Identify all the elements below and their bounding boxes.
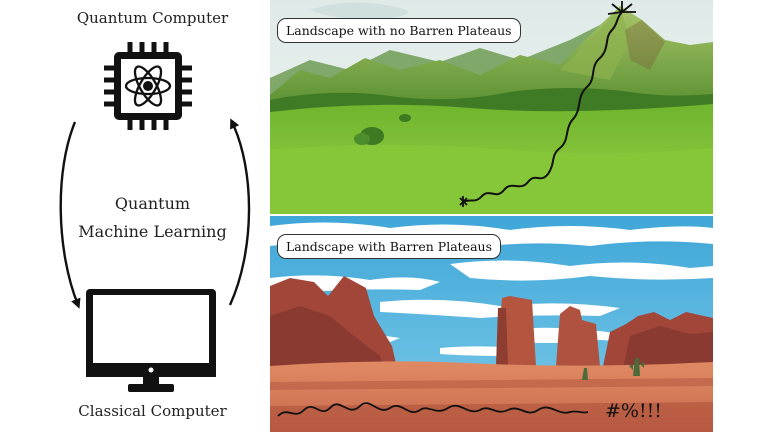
label-barren-plateaus: Landscape with Barren Plateaus — [277, 234, 501, 259]
monitor-icon — [86, 289, 216, 392]
landscape-barren-plateaus: Landscape with Barren Plateaus #%!!! — [270, 216, 713, 432]
cycle-arrows — [59, 118, 251, 309]
quantum-computer-label: Quantum Computer — [76, 9, 229, 27]
qml-line-2: Machine Learning — [78, 222, 227, 241]
arrow-down-left — [59, 121, 81, 309]
cpu-atom-icon — [104, 42, 192, 130]
classical-computer-label: Classical Computer — [78, 402, 227, 420]
qml-line-1: Quantum — [114, 194, 191, 213]
green-valley-illustration — [270, 0, 713, 214]
landscape-no-barren-plateaus: Landscape with no Barren Plateaus — [270, 0, 713, 214]
arrow-up-right — [228, 118, 251, 306]
qml-label: Quantum Machine Learning — [60, 190, 245, 246]
left-panel: Quantum Computer Quantum Machine Learnin… — [0, 0, 270, 432]
label-no-barren-plateaus: Landscape with no Barren Plateaus — [277, 18, 521, 43]
frustration-symbols: #%!!! — [605, 400, 662, 422]
